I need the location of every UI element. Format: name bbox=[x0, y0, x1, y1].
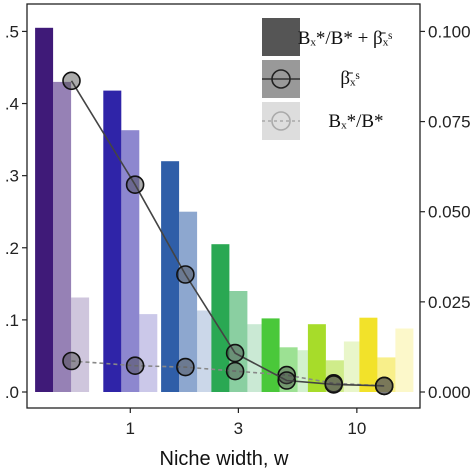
bar-1-5 bbox=[261, 318, 280, 392]
solid-point-2 bbox=[125, 175, 145, 194]
dashed-point-4 bbox=[225, 361, 245, 381]
axes-layer: .0 .1 .2 .3 .4 .5 0.000 0.025 0.050 0.075 0.100 1 3 1… bbox=[5, 22, 471, 438]
solid-point-5 bbox=[277, 371, 297, 390]
y-right-tick-label-4: 0.075 bbox=[428, 113, 471, 132]
y-left-tick-label-1: .0 bbox=[5, 383, 19, 402]
bar-2-2 bbox=[121, 130, 140, 392]
y-right-tick-label-3: 0.050 bbox=[428, 203, 471, 222]
dashed-line bbox=[71, 360, 385, 387]
legend-swatch-total bbox=[262, 18, 300, 56]
dashed-point-1 bbox=[62, 351, 81, 371]
solid-line bbox=[70, 80, 385, 387]
y-left-tick-label-4: .3 bbox=[5, 167, 19, 186]
legend: Bₓ*/B* + β̄ₓˢ β̄ₓˢ Bₓ*/B* bbox=[262, 18, 392, 140]
bar-2-7 bbox=[377, 357, 396, 392]
x-tick-label-2: 3 bbox=[234, 419, 243, 438]
solid-point-1 bbox=[62, 71, 81, 91]
y-right-tick-label-1: 0.000 bbox=[428, 383, 471, 402]
legend-label-biomass: Bₓ*/B* bbox=[328, 111, 383, 132]
y-right-tick-label-2: 0.025 bbox=[428, 293, 471, 312]
legend-label-total: Bₓ*/B* + β̄ₓˢ bbox=[298, 28, 393, 49]
bar-2-1 bbox=[53, 81, 72, 393]
bar-1-1 bbox=[35, 27, 54, 393]
dashed-point-2 bbox=[125, 356, 145, 376]
legend-circle-biomass bbox=[271, 111, 291, 131]
bar-1-4 bbox=[211, 244, 230, 392]
x-tick-label-1: 1 bbox=[126, 419, 135, 438]
y-left-tick-label-5: .4 bbox=[5, 95, 19, 114]
legend-label-beta: β̄ₓˢ bbox=[340, 68, 359, 89]
lines-layer bbox=[62, 71, 394, 396]
y-left-tick-label-6: .5 bbox=[5, 22, 19, 41]
solid-point-6 bbox=[324, 375, 344, 394]
solid-point-3 bbox=[176, 265, 195, 284]
plot-frame bbox=[26, 3, 421, 409]
bar-3-6 bbox=[343, 341, 362, 392]
y-right-tick-label-5: 0.100 bbox=[428, 22, 471, 41]
y-left-tick-label-2: .1 bbox=[5, 311, 19, 330]
solid-point-7 bbox=[374, 376, 394, 396]
dashed-point-3 bbox=[176, 357, 195, 377]
bar-1-2 bbox=[103, 90, 122, 392]
bar-1-7 bbox=[359, 317, 378, 392]
bar-3-2 bbox=[139, 314, 158, 392]
bar-3-4 bbox=[247, 324, 266, 392]
bar-2-3 bbox=[179, 211, 198, 392]
bar-3-7 bbox=[395, 328, 414, 392]
bar-3-1 bbox=[71, 297, 90, 392]
y-left-tick-label-3: .2 bbox=[5, 239, 19, 258]
solid-point-4 bbox=[225, 343, 245, 363]
legend-circle-beta bbox=[271, 69, 291, 89]
bar-1-6 bbox=[307, 324, 326, 392]
bar-3-3 bbox=[197, 310, 216, 392]
x-tick-label-3: 10 bbox=[347, 419, 366, 438]
x-axis-title: Niche width, w bbox=[160, 448, 289, 470]
bar-1-3 bbox=[161, 161, 180, 392]
